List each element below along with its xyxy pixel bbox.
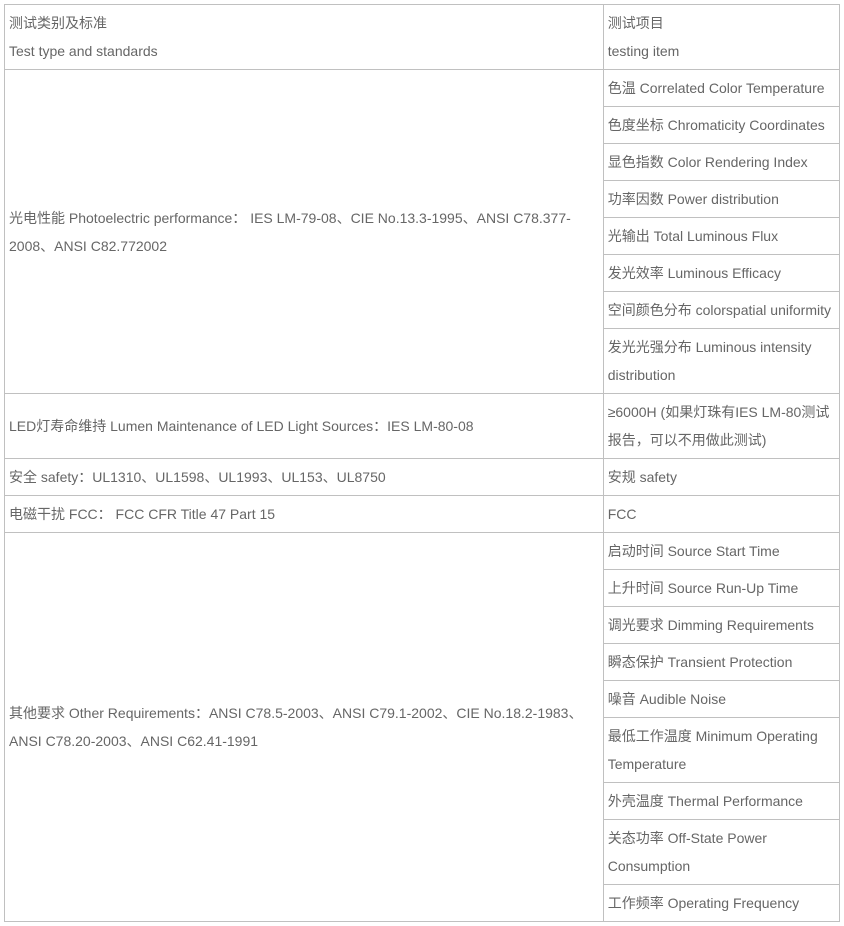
group-right-cell: ≥6000H (如果灯珠有IES LM-80测试报告，可以不用做此测试) [603,394,839,459]
group-right-cell: 最低工作温度 Minimum Operating Temperature [603,718,839,783]
table-row: 电磁干扰 FCC： FCC CFR Title 47 Part 15FCC [5,496,840,533]
table-header-row: 测试类别及标准Test type and standards测试项目testin… [5,5,840,70]
group-left-cell: LED灯寿命维持 Lumen Maintenance of LED Light … [5,394,604,459]
header-left-zh: 测试类别及标准 [9,9,599,37]
group-right-cell: 发光光强分布 Luminous intensity distribution [603,329,839,394]
group-right-cell: 工作频率 Operating Frequency [603,885,839,922]
group-right-cell: 发光效率 Luminous Efficacy [603,255,839,292]
group-right-cell: 关态功率 Off-State Power Consumption [603,820,839,885]
group-right-cell: 噪音 Audible Noise [603,681,839,718]
table-row: LED灯寿命维持 Lumen Maintenance of LED Light … [5,394,840,459]
header-right-zh: 测试项目 [608,9,835,37]
group-left-cell: 光电性能 Photoelectric performance： IES LM-7… [5,70,604,394]
header-right: 测试项目testing item [603,5,839,70]
group-right-cell: 安规 safety [603,459,839,496]
header-left-en: Test type and standards [9,37,599,65]
group-right-cell: 色温 Correlated Color Temperature [603,70,839,107]
header-right-en: testing item [608,37,835,65]
group-right-cell: 光输出 Total Luminous Flux [603,218,839,255]
header-left: 测试类别及标准Test type and standards [5,5,604,70]
group-left-cell: 其他要求 Other Requirements：ANSI C78.5-2003、… [5,533,604,922]
group-right-cell: 上升时间 Source Run-Up Time [603,570,839,607]
group-right-cell: 空间颜色分布 colorspatial uniformity [603,292,839,329]
table-row: 其他要求 Other Requirements：ANSI C78.5-2003、… [5,533,840,570]
group-right-cell: 外壳温度 Thermal Performance [603,783,839,820]
group-right-cell: 瞬态保护 Transient Protection [603,644,839,681]
group-left-cell: 电磁干扰 FCC： FCC CFR Title 47 Part 15 [5,496,604,533]
standards-table: 测试类别及标准Test type and standards测试项目testin… [4,4,840,922]
table-row: 光电性能 Photoelectric performance： IES LM-7… [5,70,840,107]
group-right-cell: 功率因数 Power distribution [603,181,839,218]
group-right-cell: 启动时间 Source Start Time [603,533,839,570]
group-left-cell: 安全 safety：UL1310、UL1598、UL1993、UL153、UL8… [5,459,604,496]
table-row: 安全 safety：UL1310、UL1598、UL1993、UL153、UL8… [5,459,840,496]
group-right-cell: 调光要求 Dimming Requirements [603,607,839,644]
group-right-cell: FCC [603,496,839,533]
group-right-cell: 显色指数 Color Rendering Index [603,144,839,181]
group-right-cell: 色度坐标 Chromaticity Coordinates [603,107,839,144]
